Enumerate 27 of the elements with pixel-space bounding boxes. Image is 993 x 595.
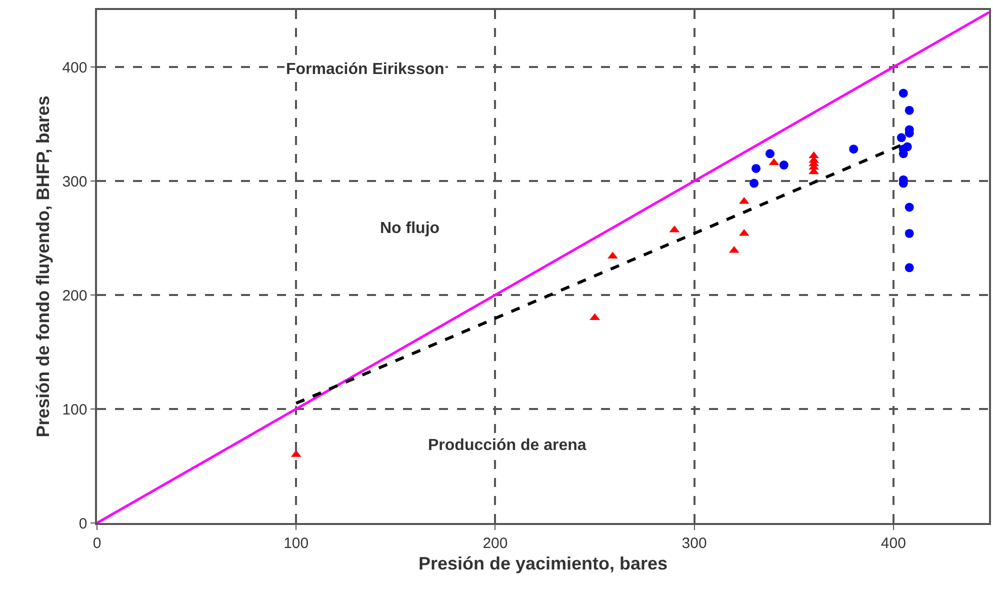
- annotation: Producción de arena: [428, 437, 586, 454]
- x-tick-label: 400: [880, 534, 906, 552]
- point: [904, 228, 914, 238]
- y-tick-label: 100: [62, 401, 88, 418]
- point: [896, 133, 906, 142]
- x-tick-label: 200: [482, 534, 508, 552]
- point: [590, 313, 600, 320]
- x-axis-title: Presión de yacimiento, bares: [418, 553, 668, 574]
- annotation: Formación Eiriksson: [286, 61, 444, 78]
- point: [779, 160, 788, 170]
- y-axis-title: Presión de fondo fluyendo, BHFP, bares: [32, 96, 53, 438]
- x-tick-label: 300: [682, 534, 707, 552]
- point: [904, 202, 914, 212]
- point: [750, 178, 759, 188]
- point: [898, 88, 908, 98]
- point: [849, 144, 858, 154]
- annotation: No flujo: [380, 220, 440, 237]
- point: [752, 164, 761, 173]
- y-tick-label: 0: [78, 515, 88, 532]
- y-tick-label: 200: [62, 287, 88, 304]
- point: [765, 149, 774, 158]
- y-tick-label: 400: [62, 59, 88, 76]
- x-tick-label: 0: [92, 534, 102, 552]
- x-tick-label: 100: [284, 534, 309, 552]
- point: [904, 106, 914, 115]
- y-tick-label: 300: [62, 173, 88, 190]
- point: [904, 263, 914, 272]
